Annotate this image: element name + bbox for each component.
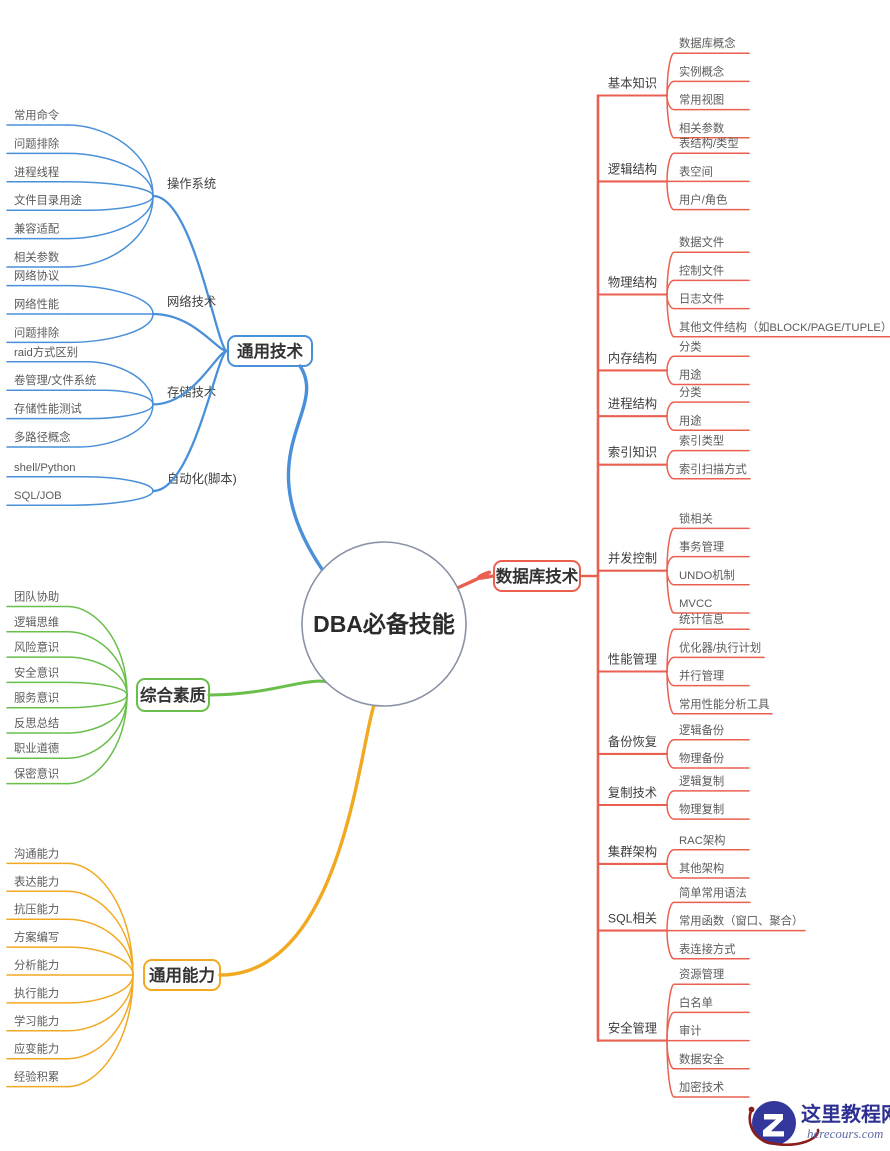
svg-text:审计: 审计 <box>679 1024 702 1038</box>
svg-text:相关参数: 相关参数 <box>14 250 59 264</box>
svg-text:索引类型: 索引类型 <box>679 434 724 448</box>
svg-text:RAC架构: RAC架构 <box>679 833 725 847</box>
svg-text:方案编写: 方案编写 <box>14 930 59 944</box>
svg-text:经验积累: 经验积累 <box>14 1070 59 1084</box>
svg-text:网络协议: 网络协议 <box>14 269 60 283</box>
svg-text:通用能力: 通用能力 <box>149 965 215 985</box>
svg-text:资源管理: 资源管理 <box>679 967 724 981</box>
svg-text:数据安全: 数据安全 <box>679 1052 725 1066</box>
svg-text:数据库技术: 数据库技术 <box>496 566 579 586</box>
svg-text:数据库概念: 数据库概念 <box>679 36 736 50</box>
svg-text:应变能力: 应变能力 <box>14 1042 59 1056</box>
svg-text:DBA必备技能: DBA必备技能 <box>313 611 455 637</box>
svg-text:兼容适配: 兼容适配 <box>14 222 59 236</box>
svg-text:服务意识: 服务意识 <box>14 691 59 705</box>
svg-text:保密意识: 保密意识 <box>14 767 59 781</box>
svg-text:用途: 用途 <box>679 368 702 382</box>
svg-text:多路径概念: 多路径概念 <box>14 430 71 444</box>
svg-text:用途: 用途 <box>679 413 702 427</box>
svg-text:raid方式区别: raid方式区别 <box>14 345 78 359</box>
svg-text:数据文件: 数据文件 <box>679 235 724 249</box>
svg-text:团队协助: 团队协助 <box>14 590 59 604</box>
svg-text:进程结构: 进程结构 <box>608 396 657 411</box>
svg-text:分类: 分类 <box>679 339 702 353</box>
svg-text:卷管理/文件系统: 卷管理/文件系统 <box>14 373 96 387</box>
svg-text:其他文件结构（如BLOCK/PAGE/TUPLE）: 其他文件结构（如BLOCK/PAGE/TUPLE） <box>679 320 890 334</box>
svg-text:事务管理: 事务管理 <box>679 540 724 554</box>
svg-text:统计信息: 统计信息 <box>679 612 724 626</box>
svg-text:常用函数（窗口、聚合）: 常用函数（窗口、聚合） <box>679 914 803 928</box>
svg-text:SQL相关: SQL相关 <box>608 912 657 926</box>
svg-text:MVCC: MVCC <box>679 598 712 610</box>
svg-text:常用命令: 常用命令 <box>14 108 59 122</box>
svg-text:操作系统: 操作系统 <box>167 176 216 191</box>
svg-text:逻辑复制: 逻辑复制 <box>679 774 724 788</box>
svg-text:表结构/类型: 表结构/类型 <box>679 136 739 150</box>
svg-text:实例概念: 实例概念 <box>679 64 724 78</box>
svg-text:并发控制: 并发控制 <box>608 551 657 566</box>
svg-text:执行能力: 执行能力 <box>14 986 59 1000</box>
svg-text:常用视图: 常用视图 <box>679 93 724 107</box>
svg-text:UNDO机制: UNDO机制 <box>679 568 735 582</box>
svg-text:白名单: 白名单 <box>679 995 713 1009</box>
svg-text:表空间: 表空间 <box>679 164 713 178</box>
svg-text:沟通能力: 沟通能力 <box>14 846 59 860</box>
svg-text:进程线程: 进程线程 <box>14 165 59 179</box>
svg-text:shell/Python: shell/Python <box>14 462 76 474</box>
svg-text:逻辑结构: 逻辑结构 <box>608 161 657 176</box>
svg-text:文件目录用途: 文件目录用途 <box>14 193 82 207</box>
svg-text:网络技术: 网络技术 <box>167 294 216 309</box>
svg-text:逻辑思维: 逻辑思维 <box>14 615 59 629</box>
svg-text:性能管理: 性能管理 <box>608 652 657 667</box>
svg-text:锁相关: 锁相关 <box>679 511 713 525</box>
svg-text:职业道德: 职业道德 <box>14 741 59 755</box>
svg-text:内存结构: 内存结构 <box>608 350 657 365</box>
svg-text:抗压能力: 抗压能力 <box>14 902 59 916</box>
svg-text:风险意识: 风险意识 <box>14 640 59 654</box>
svg-text:存储性能测试: 存储性能测试 <box>14 402 82 416</box>
svg-text:问题排除: 问题排除 <box>14 136 59 150</box>
svg-text:加密技术: 加密技术 <box>679 1080 724 1094</box>
svg-text:其他架构: 其他架构 <box>679 861 724 875</box>
svg-text:备份恢复: 备份恢复 <box>608 735 657 749</box>
svg-text:SQL/JOB: SQL/JOB <box>14 490 62 502</box>
svg-text:安全意识: 安全意识 <box>14 665 59 679</box>
svg-text:优化器/执行计划: 优化器/执行计划 <box>679 640 761 654</box>
svg-text:这里教程网: 这里教程网 <box>801 1102 890 1126</box>
svg-text:索引知识: 索引知识 <box>608 446 657 460</box>
svg-text:并行管理: 并行管理 <box>679 669 724 683</box>
svg-text:物理复制: 物理复制 <box>679 802 724 816</box>
svg-text:基本知识: 基本知识 <box>608 77 657 91</box>
svg-text:表达能力: 表达能力 <box>14 874 59 888</box>
svg-text:分析能力: 分析能力 <box>14 958 59 972</box>
svg-text:网络性能: 网络性能 <box>14 297 59 311</box>
svg-text:索引扫描方式: 索引扫描方式 <box>679 462 747 476</box>
svg-text:综合素质: 综合素质 <box>140 685 207 705</box>
svg-text:日志文件: 日志文件 <box>679 292 724 306</box>
svg-text:物理备份: 物理备份 <box>679 751 724 765</box>
svg-text:herecours.com: herecours.com <box>807 1126 883 1141</box>
svg-text:常用性能分析工具: 常用性能分析工具 <box>679 697 769 711</box>
svg-text:简单常用语法: 简单常用语法 <box>679 885 747 899</box>
svg-text:安全管理: 安全管理 <box>608 1021 657 1036</box>
svg-text:复制技术: 复制技术 <box>608 786 657 800</box>
svg-text:逻辑备份: 逻辑备份 <box>679 723 724 737</box>
svg-text:学习能力: 学习能力 <box>14 1014 59 1028</box>
svg-text:相关参数: 相关参数 <box>679 121 724 135</box>
svg-text:问题排除: 问题排除 <box>14 325 59 339</box>
svg-text:用户/角色: 用户/角色 <box>679 193 727 207</box>
svg-text:通用技术: 通用技术 <box>237 341 304 361</box>
svg-text:控制文件: 控制文件 <box>679 263 724 277</box>
svg-text:反思总结: 反思总结 <box>14 716 59 730</box>
svg-text:物理结构: 物理结构 <box>608 275 657 290</box>
svg-text:分类: 分类 <box>679 385 702 399</box>
svg-text:集群架构: 集群架构 <box>608 844 657 859</box>
svg-text:表连接方式: 表连接方式 <box>679 942 736 956</box>
